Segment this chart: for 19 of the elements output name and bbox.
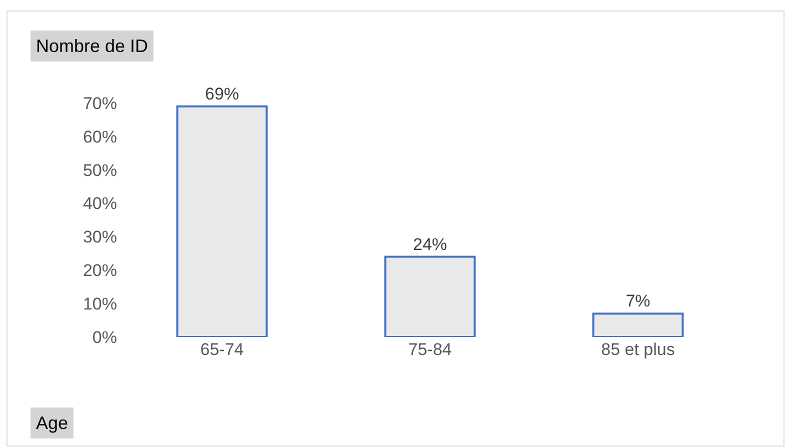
y-tick-label: 70%	[82, 94, 117, 113]
y-axis-title: Nombre de ID	[36, 36, 148, 56]
y-tick-label: 40%	[82, 194, 117, 214]
x-tick-label: 75-84	[408, 340, 452, 359]
data-label: 24%	[412, 234, 448, 254]
y-tick-label: 30%	[82, 228, 117, 247]
y-tick-label: 20%	[82, 261, 117, 280]
x-tick-label: 85 et plus	[601, 340, 675, 359]
x-axis-title: Age	[36, 413, 68, 433]
y-tick-label: 0%	[92, 328, 117, 347]
bar	[384, 256, 476, 337]
bar	[592, 312, 684, 337]
y-tick-label: 10%	[82, 294, 117, 314]
bar	[176, 105, 268, 337]
data-label: 69%	[204, 84, 240, 104]
y-tick-label: 60%	[82, 127, 117, 146]
x-tick-label: 65-74	[200, 340, 244, 359]
y-tick-label: 50%	[82, 160, 117, 180]
data-label: 7%	[626, 292, 650, 311]
